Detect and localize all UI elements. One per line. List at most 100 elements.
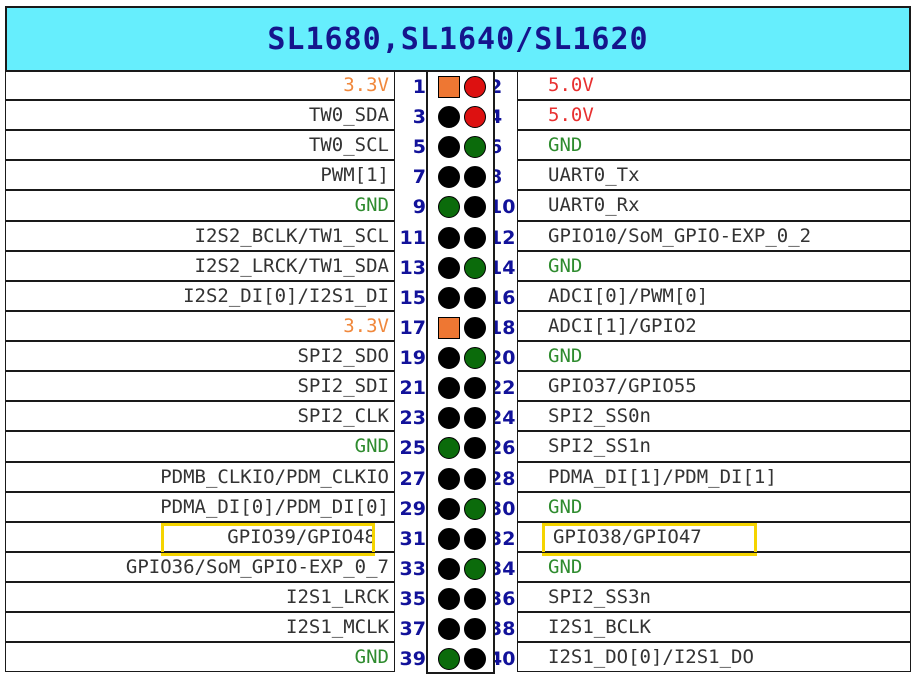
pin-row: I2S1_LRCK 35 SPI2_SS3n 36 bbox=[5, 582, 911, 613]
left-pin-label: TW0_SCL bbox=[308, 134, 389, 157]
pin-signal-icon bbox=[438, 467, 460, 490]
right-pin-label: GPIO10/SoM_GPIO-EXP_0_2 bbox=[548, 224, 812, 247]
pin-row: TW0_SCL 5 GND 6 bbox=[5, 130, 911, 161]
left-pin-label: I2S1_MCLK bbox=[286, 616, 389, 639]
highlight-box bbox=[161, 522, 375, 556]
left-pin-number: 37 bbox=[399, 618, 426, 641]
square-pin-3v3-icon bbox=[438, 76, 460, 98]
left-label-cell bbox=[5, 310, 395, 342]
pin-signal-icon bbox=[438, 136, 460, 159]
pin-gnd-icon bbox=[464, 557, 486, 580]
pin-row: SPI2_SDO 19 GND 20 bbox=[5, 341, 911, 372]
right-label-cell bbox=[517, 431, 911, 462]
pin-signal-icon bbox=[438, 588, 460, 611]
pin-gnd-icon bbox=[464, 136, 486, 159]
pin-row: PWM[1] 7 UART0_Tx 8 bbox=[5, 160, 911, 191]
left-label-cell bbox=[5, 160, 395, 191]
right-label-cell bbox=[517, 612, 911, 643]
left-label-cell bbox=[5, 612, 395, 643]
right-pin-number: 26 bbox=[489, 437, 516, 460]
right-pin-number: 18 bbox=[489, 316, 516, 339]
left-pin-label: GND bbox=[354, 194, 389, 217]
right-pin-label: GND bbox=[548, 555, 583, 578]
left-pin-label: 3.3V bbox=[343, 74, 389, 96]
right-label-cell bbox=[517, 190, 911, 221]
pin-row: I2S1_MCLK 37 I2S1_BCLK 38 bbox=[5, 612, 911, 643]
right-label-cell bbox=[517, 100, 911, 131]
right-pin-number: 36 bbox=[489, 588, 516, 611]
left-pin-label: TW0_SDA bbox=[308, 104, 389, 127]
left-pin-number: 19 bbox=[399, 347, 426, 370]
pin-row: GND 9 UART0_Rx 10 bbox=[5, 190, 911, 221]
pin-signal-icon bbox=[464, 196, 486, 219]
left-pin-label: I2S2_LRCK/TW1_SDA bbox=[194, 254, 389, 277]
left-pin-number: 7 bbox=[412, 166, 426, 189]
pin-row: GND 25 SPI2_SS1n 26 bbox=[5, 431, 911, 462]
pin-signal-icon bbox=[438, 618, 460, 641]
left-pin-number: 27 bbox=[399, 467, 426, 490]
right-label-cell bbox=[517, 250, 911, 281]
pin-row: I2S2_BCLK/TW1_SCL 11 GPIO10/SoM_GPIO-EXP_0… bbox=[5, 220, 911, 251]
pin-signal-icon bbox=[464, 527, 486, 550]
pin-5v-icon bbox=[464, 76, 486, 98]
left-pin-label: I2S1_LRCK bbox=[286, 586, 389, 609]
left-pin-label: PDMB_CLKIO/PDM_CLKIO bbox=[160, 465, 389, 488]
pin-signal-icon bbox=[438, 497, 460, 520]
left-pin-number: 9 bbox=[412, 196, 426, 219]
right-label-cell bbox=[517, 491, 911, 522]
pin-row: I2S2_DI[0]/I2S1_DI 15 ADCI[0]/PWM[0] 16 bbox=[5, 280, 911, 311]
pin-row: SPI2_SDI 21 GPIO37/GPIO55 22 bbox=[5, 371, 911, 402]
pin-signal-icon bbox=[464, 648, 486, 671]
left-label-cell bbox=[5, 551, 395, 583]
right-pin-label: I2S1_BCLK bbox=[548, 616, 651, 639]
right-label-cell bbox=[517, 160, 911, 191]
right-pin-label: GND bbox=[548, 495, 583, 518]
left-pin-number: 21 bbox=[399, 377, 426, 400]
left-label-cell bbox=[5, 190, 395, 221]
left-label-cell bbox=[5, 70, 395, 101]
right-pin-label: I2S1_DO[0]/I2S1_DO bbox=[548, 646, 754, 669]
left-label-cell bbox=[5, 371, 395, 402]
right-pin-number: 30 bbox=[489, 497, 516, 520]
right-pin-label: SPI2_SS1n bbox=[548, 435, 651, 458]
square-pin-3v3-icon bbox=[438, 316, 460, 339]
left-pin-number: 35 bbox=[399, 588, 426, 611]
pin-row: GPIO39/GPIO48 31 GPIO38/GPIO47 32 bbox=[5, 521, 911, 556]
right-pin-number: 38 bbox=[489, 618, 516, 641]
right-pin-label: PDMA_DI[1]/PDM_DI[1] bbox=[548, 465, 777, 488]
left-pin-label: SPI2_SDO bbox=[297, 345, 389, 368]
pin-gnd-icon bbox=[438, 648, 460, 671]
left-label-cell bbox=[5, 642, 395, 673]
left-pin-label: GND bbox=[354, 435, 389, 458]
right-label-cell bbox=[517, 280, 911, 311]
right-label-cell bbox=[517, 521, 911, 552]
pin-signal-icon bbox=[464, 618, 486, 641]
right-label-cell bbox=[517, 642, 911, 673]
right-pin-number: 40 bbox=[489, 648, 516, 671]
title-bar: SL1680,SL1640/SL1620 bbox=[5, 6, 911, 72]
left-pin-label: I2S2_BCLK/TW1_SCL bbox=[194, 224, 389, 247]
left-label-cell bbox=[5, 431, 395, 462]
right-pin-label: 5.0V bbox=[548, 74, 594, 96]
right-label-cell bbox=[517, 551, 911, 583]
right-pin-label: GPIO37/GPIO55 bbox=[548, 375, 697, 398]
pinout-diagram: SL1680,SL1640/SL1620 3.3V 1 5.0V 2 TW0_SDA 3 5… bbox=[5, 6, 911, 676]
right-label-cell bbox=[517, 461, 911, 492]
pin-signal-icon bbox=[438, 166, 460, 189]
left-pin-number: 23 bbox=[399, 407, 426, 430]
pin-signal-icon bbox=[438, 286, 460, 309]
left-pin-label: SPI2_CLK bbox=[297, 405, 389, 428]
left-pin-number: 1 bbox=[412, 76, 426, 98]
pin-signal-icon bbox=[438, 226, 460, 249]
left-label-cell bbox=[5, 582, 395, 613]
right-pin-label: GPIO38/GPIO47 bbox=[553, 525, 702, 548]
pin-signal-icon bbox=[464, 377, 486, 400]
board-title: SL1680,SL1640/SL1620 bbox=[267, 21, 649, 57]
right-pin-label: GND bbox=[548, 345, 583, 368]
pin-signal-icon bbox=[438, 407, 460, 430]
right-pin-label: UART0_Tx bbox=[548, 164, 640, 187]
left-label-cell bbox=[5, 521, 395, 552]
right-pin-label: 5.0V bbox=[548, 104, 594, 127]
left-pin-number: 39 bbox=[399, 648, 426, 671]
right-pin-number: 24 bbox=[489, 407, 516, 430]
